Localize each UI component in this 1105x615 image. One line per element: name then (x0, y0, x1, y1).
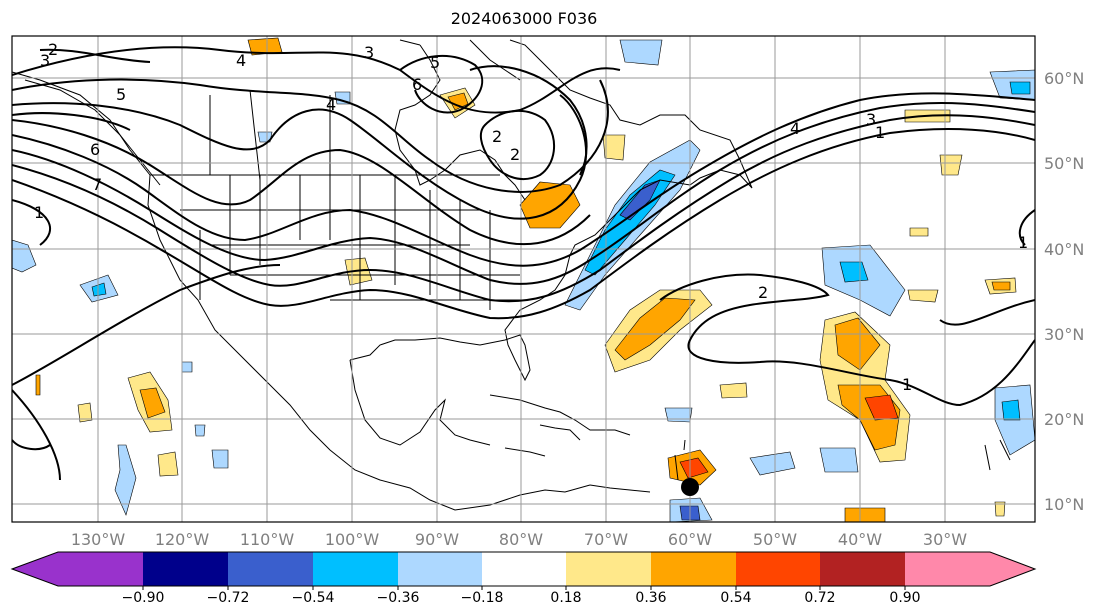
colorbar-segment (482, 552, 566, 586)
contour-label: 4 (236, 51, 246, 70)
contour-label: 5 (430, 53, 440, 72)
contour-label: 3 (866, 110, 876, 129)
lat-label: 10°N (1044, 495, 1084, 514)
colorbar-segment (905, 552, 990, 586)
contour-label: 3 (40, 51, 50, 70)
latitude-labels: 60°N 50°N 40°N 30°N 20°N 10°N (1044, 69, 1084, 514)
colorbar-tick-label: −0.90 (122, 590, 165, 606)
colorbar-tick-label: −0.54 (292, 590, 335, 606)
lon-label: 60°W (668, 530, 712, 549)
contours (12, 46, 1035, 481)
contour-label: 3 (364, 43, 374, 62)
map-frame (11, 35, 1036, 523)
lon-label: 120°W (155, 530, 210, 549)
lon-label: 30°W (923, 530, 967, 549)
colorbar-tick-label: 0.36 (635, 590, 666, 606)
colorbar-tick-label: 0.54 (720, 590, 751, 606)
lon-label: 90°W (415, 530, 459, 549)
contour-label: 2 (48, 40, 58, 59)
colorbar-extend-low (12, 552, 58, 586)
contour-label: 1 (1018, 233, 1028, 252)
map-area: 2 3 4 5 6 7 1 2 3 4 1 1 2 3 5 6 4 1 2 (12, 36, 1035, 522)
map-title: 2024063000 F036 (450, 9, 598, 28)
lat-label: 30°N (1044, 325, 1084, 344)
colorbar-segment (313, 552, 398, 586)
lon-label: 50°W (753, 530, 797, 549)
colorbar-segment (566, 552, 651, 586)
contour-label: 6 (412, 75, 422, 94)
colorbar-tick-label: 0.90 (889, 590, 920, 606)
lon-label: 40°W (838, 530, 882, 549)
contour-label: 1 (34, 203, 44, 222)
contour-label: 2 (758, 283, 768, 302)
colorbar-segment (143, 552, 228, 586)
contour-label: 2 (510, 145, 520, 164)
contour-label: 4 (790, 119, 800, 138)
lat-label: 60°N (1044, 69, 1084, 88)
lon-label: 130°W (71, 530, 126, 549)
lon-label: 100°W (325, 530, 380, 549)
lat-label: 40°N (1044, 240, 1084, 259)
colorbar-tick-label: 0.72 (804, 590, 835, 606)
colorbar-extend-high (990, 552, 1035, 586)
colorbar-segment (398, 552, 482, 586)
colorbar: −0.90 −0.72 −0.54 −0.36 −0.18 0.18 0.36 … (10, 551, 1037, 606)
storm-center-marker (681, 478, 699, 496)
contour-label: 7 (92, 175, 102, 194)
colorbar-tick-label: 0.18 (550, 590, 581, 606)
colorbar-segment (58, 552, 143, 586)
shaded-fields (12, 37, 1035, 522)
lon-label: 70°W (584, 530, 628, 549)
contour-labels: 2 3 4 5 6 7 1 2 3 4 1 1 2 3 5 6 4 1 2 (34, 40, 1028, 394)
longitude-labels: 130°W 120°W 110°W 100°W 90°W 80°W 70°W 6… (71, 530, 967, 549)
contour-label: 4 (326, 95, 336, 114)
contour-label: 6 (90, 140, 100, 159)
colorbar-segment (820, 552, 905, 586)
contour-label: 2 (492, 127, 502, 146)
colorbar-tick-label: −0.18 (461, 590, 504, 606)
lon-label: 110°W (240, 530, 295, 549)
colorbar-segment (651, 552, 736, 586)
colorbar-tick-label: −0.72 (207, 590, 250, 606)
colorbar-tick-label: −0.36 (377, 590, 420, 606)
contour-label: 5 (116, 85, 126, 104)
colorbar-segment (736, 552, 820, 586)
contour-label: 1 (875, 123, 885, 142)
lat-label: 50°N (1044, 154, 1084, 173)
lon-label: 80°W (499, 530, 543, 549)
gridlines (12, 36, 1035, 522)
lat-label: 20°N (1044, 410, 1084, 429)
colorbar-segment (228, 552, 313, 586)
contour-label: 1 (902, 375, 912, 394)
